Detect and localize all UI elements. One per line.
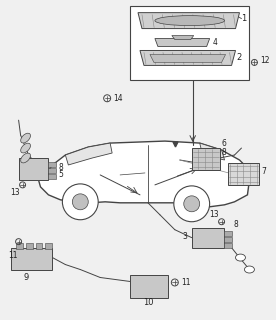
Bar — [11, 248, 52, 269]
Ellipse shape — [21, 133, 30, 143]
Polygon shape — [150, 54, 225, 62]
Bar — [224, 231, 232, 236]
Text: 12: 12 — [260, 56, 270, 65]
Text: 4: 4 — [213, 38, 217, 47]
Polygon shape — [39, 141, 250, 207]
Text: 9: 9 — [24, 273, 29, 282]
Bar — [49, 174, 56, 179]
Polygon shape — [200, 143, 225, 160]
Ellipse shape — [155, 16, 225, 26]
Text: 11: 11 — [181, 278, 190, 287]
Text: 14: 14 — [113, 94, 123, 103]
Text: 11: 11 — [9, 251, 18, 260]
Bar — [49, 168, 56, 173]
Text: 8: 8 — [59, 164, 63, 172]
Text: 6: 6 — [222, 139, 226, 148]
Bar — [224, 237, 232, 242]
Text: 7: 7 — [261, 167, 266, 176]
Text: 13: 13 — [210, 210, 219, 219]
Text: 3: 3 — [183, 232, 188, 241]
Text: 13: 13 — [11, 188, 20, 197]
Polygon shape — [140, 51, 235, 65]
Text: 8: 8 — [222, 148, 226, 156]
Polygon shape — [172, 36, 194, 40]
Bar — [16, 243, 23, 249]
Text: 2: 2 — [237, 53, 242, 62]
Bar — [36, 243, 43, 249]
Polygon shape — [155, 38, 210, 46]
Ellipse shape — [245, 266, 254, 273]
Bar — [49, 162, 56, 167]
Bar — [192, 148, 220, 170]
Text: 10: 10 — [143, 298, 153, 307]
Bar — [224, 243, 232, 248]
Bar — [18, 158, 49, 180]
Circle shape — [62, 184, 98, 220]
Bar — [192, 228, 224, 248]
Text: 1: 1 — [242, 14, 247, 23]
Polygon shape — [138, 13, 240, 28]
Bar — [227, 163, 259, 185]
Circle shape — [174, 186, 210, 222]
Bar — [130, 6, 250, 80]
Bar — [130, 275, 168, 298]
Bar — [46, 243, 52, 249]
Ellipse shape — [235, 254, 245, 261]
Text: 5: 5 — [59, 171, 63, 180]
Ellipse shape — [21, 143, 30, 153]
Bar — [26, 243, 33, 249]
Text: 8: 8 — [233, 220, 238, 229]
Ellipse shape — [21, 153, 30, 163]
Polygon shape — [65, 143, 112, 165]
Circle shape — [184, 196, 200, 212]
Circle shape — [72, 194, 88, 210]
